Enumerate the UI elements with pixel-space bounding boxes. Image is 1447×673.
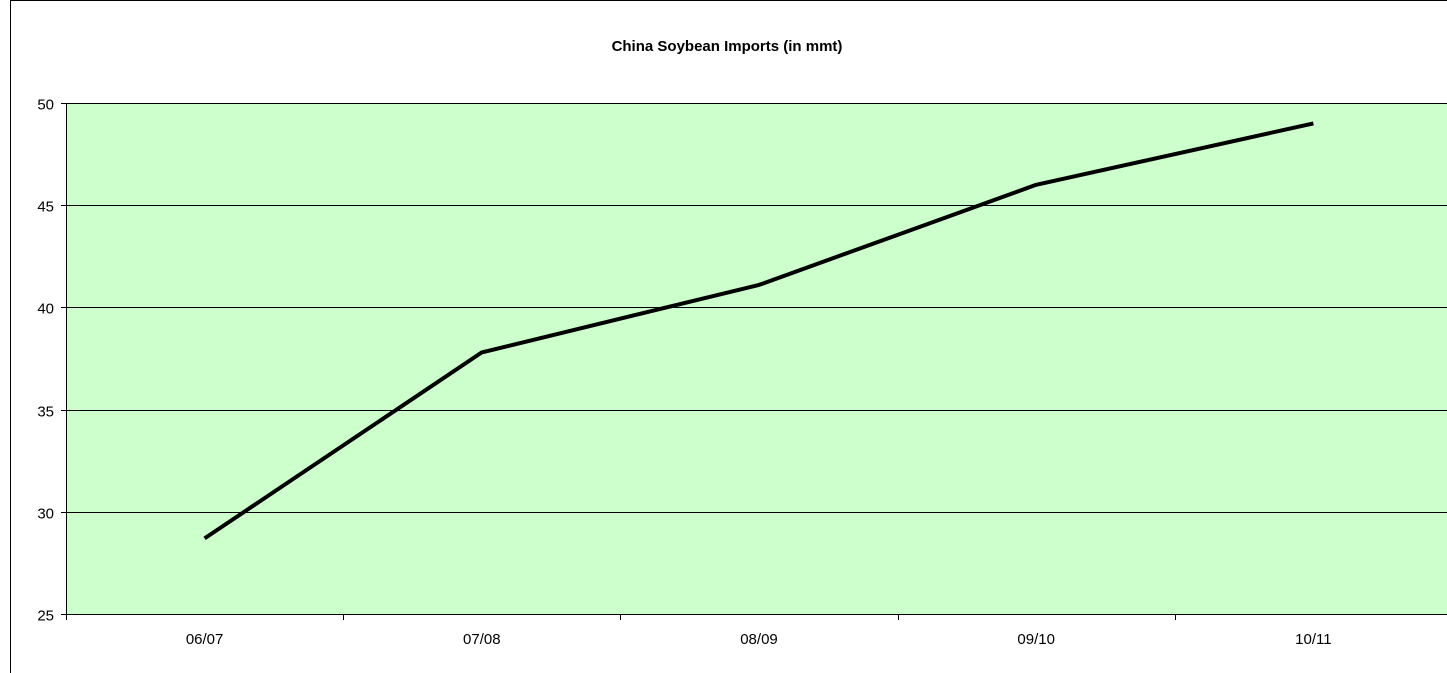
y-tick-label-45: 45 [37, 199, 54, 216]
y-tick-label-40: 40 [37, 301, 54, 318]
y-tick-label-50: 50 [37, 97, 54, 114]
chart-title: China Soybean Imports (in mmt) [611, 38, 843, 55]
y-tick-label-25: 25 [37, 608, 54, 625]
x-tick-label-06/07: 06/07 [186, 631, 224, 648]
chart-border [10, 0, 1447, 673]
x-tick-label-10/11: 10/11 [1295, 631, 1331, 648]
plot-area [66, 103, 1447, 614]
y-tick-label-30: 30 [37, 506, 54, 523]
x-tick-label-09/10: 09/10 [1017, 631, 1055, 648]
x-tick-label-08/09: 08/09 [740, 631, 778, 648]
y-tick-label-35: 35 [37, 404, 54, 421]
x-tick-label-07/08: 07/08 [463, 631, 501, 648]
